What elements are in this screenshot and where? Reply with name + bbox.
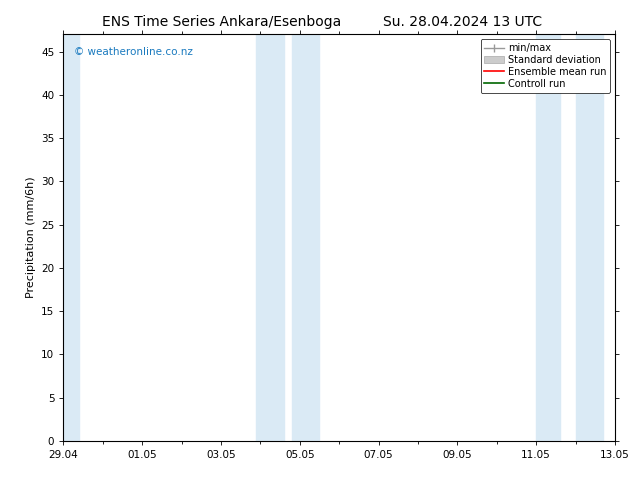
Text: ENS Time Series Ankara/Esenboga: ENS Time Series Ankara/Esenboga (102, 15, 342, 29)
Bar (292, 34, 320, 441)
Bar (63, 34, 79, 441)
Bar (576, 34, 603, 441)
Text: Su. 28.04.2024 13 UTC: Su. 28.04.2024 13 UTC (384, 15, 542, 29)
Bar (536, 34, 560, 441)
Y-axis label: Precipitation (mm/6h): Precipitation (mm/6h) (25, 177, 36, 298)
Text: © weatheronline.co.nz: © weatheronline.co.nz (74, 47, 193, 56)
Bar (256, 34, 284, 441)
Legend: min/max, Standard deviation, Ensemble mean run, Controll run: min/max, Standard deviation, Ensemble me… (481, 39, 610, 93)
